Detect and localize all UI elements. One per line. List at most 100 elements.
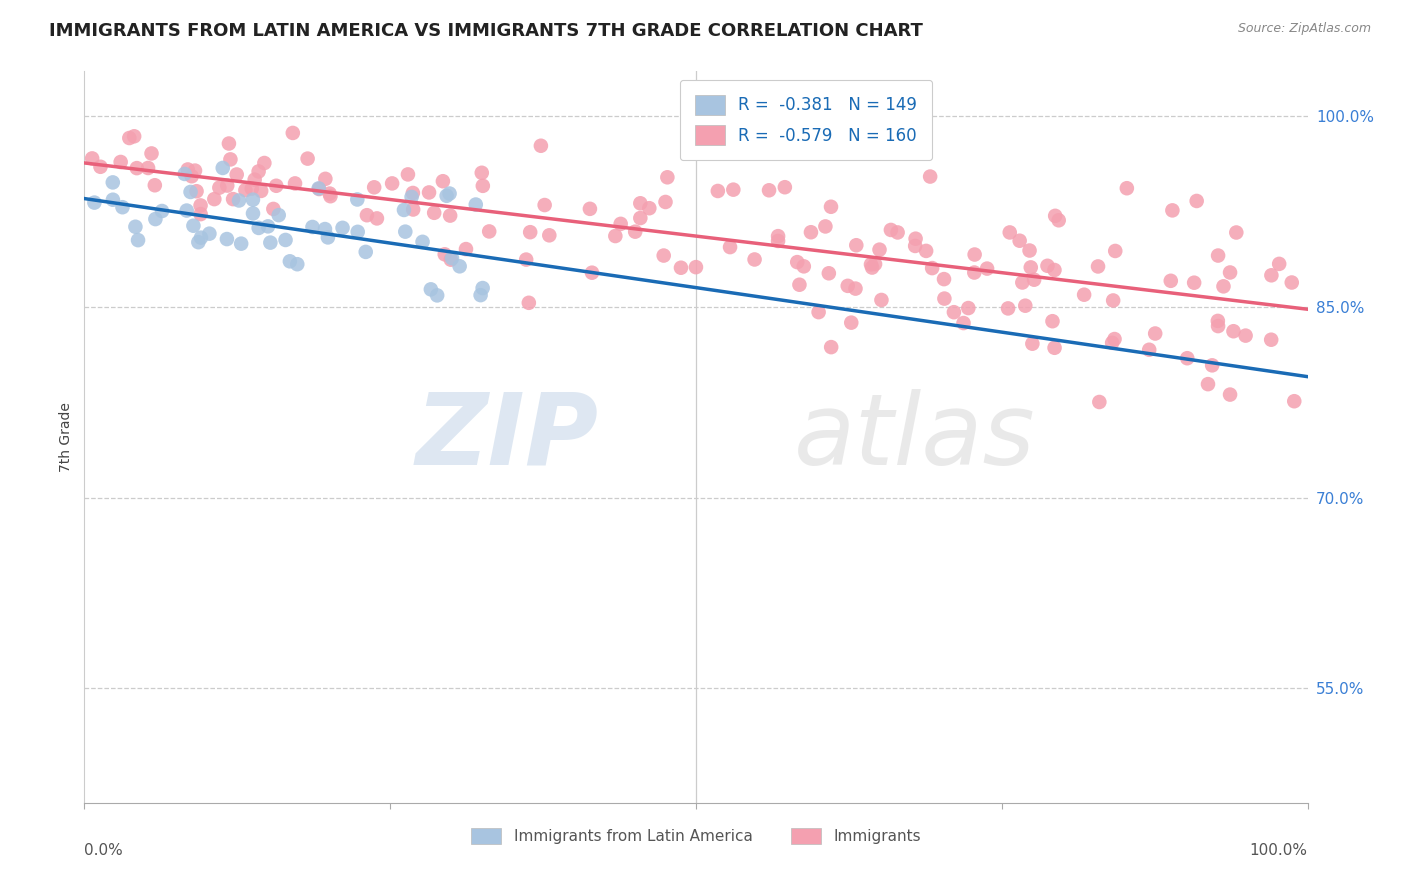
Point [89,160,111,174]
Point [628,196,651,211]
Point [253,156,276,170]
Point [820,340,842,354]
Point [932,272,955,286]
Point [211,161,233,175]
Y-axis label: 7th Grade: 7th Grade [59,402,73,472]
Point [820,200,842,214]
Point [297,152,319,166]
Point [190,207,212,221]
Point [190,198,212,212]
Point [240,181,263,195]
Point [208,180,231,194]
Point [859,257,882,271]
Point [685,260,707,274]
Point [997,301,1019,316]
Point [530,138,553,153]
Point [1101,335,1123,350]
Point [845,238,868,252]
Point [124,219,146,234]
Point [519,225,541,239]
Point [180,169,202,184]
Point [904,239,927,253]
Point [308,182,330,196]
Point [1222,324,1244,338]
Point [262,202,284,216]
Point [217,178,239,193]
Point [1024,273,1046,287]
Point [963,247,986,261]
Point [1115,181,1137,195]
Point [860,260,883,275]
Point [869,243,891,257]
Point [1014,299,1036,313]
Point [402,202,425,217]
Point [176,203,198,218]
Point [609,217,631,231]
Point [267,208,290,222]
Point [1019,260,1042,275]
Point [533,198,555,212]
Point [786,255,808,269]
Point [1144,326,1167,341]
Point [1073,287,1095,301]
Point [332,220,354,235]
Point [319,189,342,203]
Point [517,295,540,310]
Point [183,219,205,233]
Text: 100.0%: 100.0% [1250,843,1308,858]
Point [800,225,823,239]
Point [440,252,463,267]
Point [257,219,280,234]
Point [222,192,245,206]
Point [963,266,986,280]
Point [363,180,385,194]
Point [145,212,167,227]
Point [218,136,240,151]
Point [439,186,461,201]
Point [110,155,132,169]
Point [250,184,273,198]
Point [125,161,148,175]
Point [354,244,377,259]
Point [1219,265,1241,279]
Point [418,186,440,200]
Point [219,153,242,167]
Point [284,177,307,191]
Point [471,166,494,180]
Point [346,193,368,207]
Point [412,235,434,249]
Point [976,261,998,276]
Point [934,292,956,306]
Point [723,183,745,197]
Text: 0.0%: 0.0% [84,843,124,858]
Point [346,225,368,239]
Point [471,178,494,193]
Point [190,230,212,244]
Point [880,223,903,237]
Point [957,301,980,315]
Point [638,201,661,215]
Point [1087,260,1109,274]
Point [173,167,195,181]
Point [807,305,830,319]
Point [818,266,841,280]
Point [225,168,247,182]
Text: ZIP: ZIP [415,389,598,485]
Point [793,260,815,274]
Point [111,200,134,214]
Legend: Immigrants from Latin America, Immigrants: Immigrants from Latin America, Immigrant… [465,822,927,850]
Point [274,233,297,247]
Point [1268,257,1291,271]
Point [707,184,730,198]
Point [228,194,250,208]
Point [1225,226,1247,240]
Point [1281,276,1303,290]
Point [904,232,927,246]
Point [915,244,938,258]
Point [1043,209,1066,223]
Point [308,181,330,195]
Point [628,211,651,225]
Point [392,202,415,217]
Point [278,254,301,268]
Text: IMMIGRANTS FROM LATIN AMERICA VS IMMIGRANTS 7TH GRADE CORRELATION CHART: IMMIGRANTS FROM LATIN AMERICA VS IMMIGRA… [49,22,924,40]
